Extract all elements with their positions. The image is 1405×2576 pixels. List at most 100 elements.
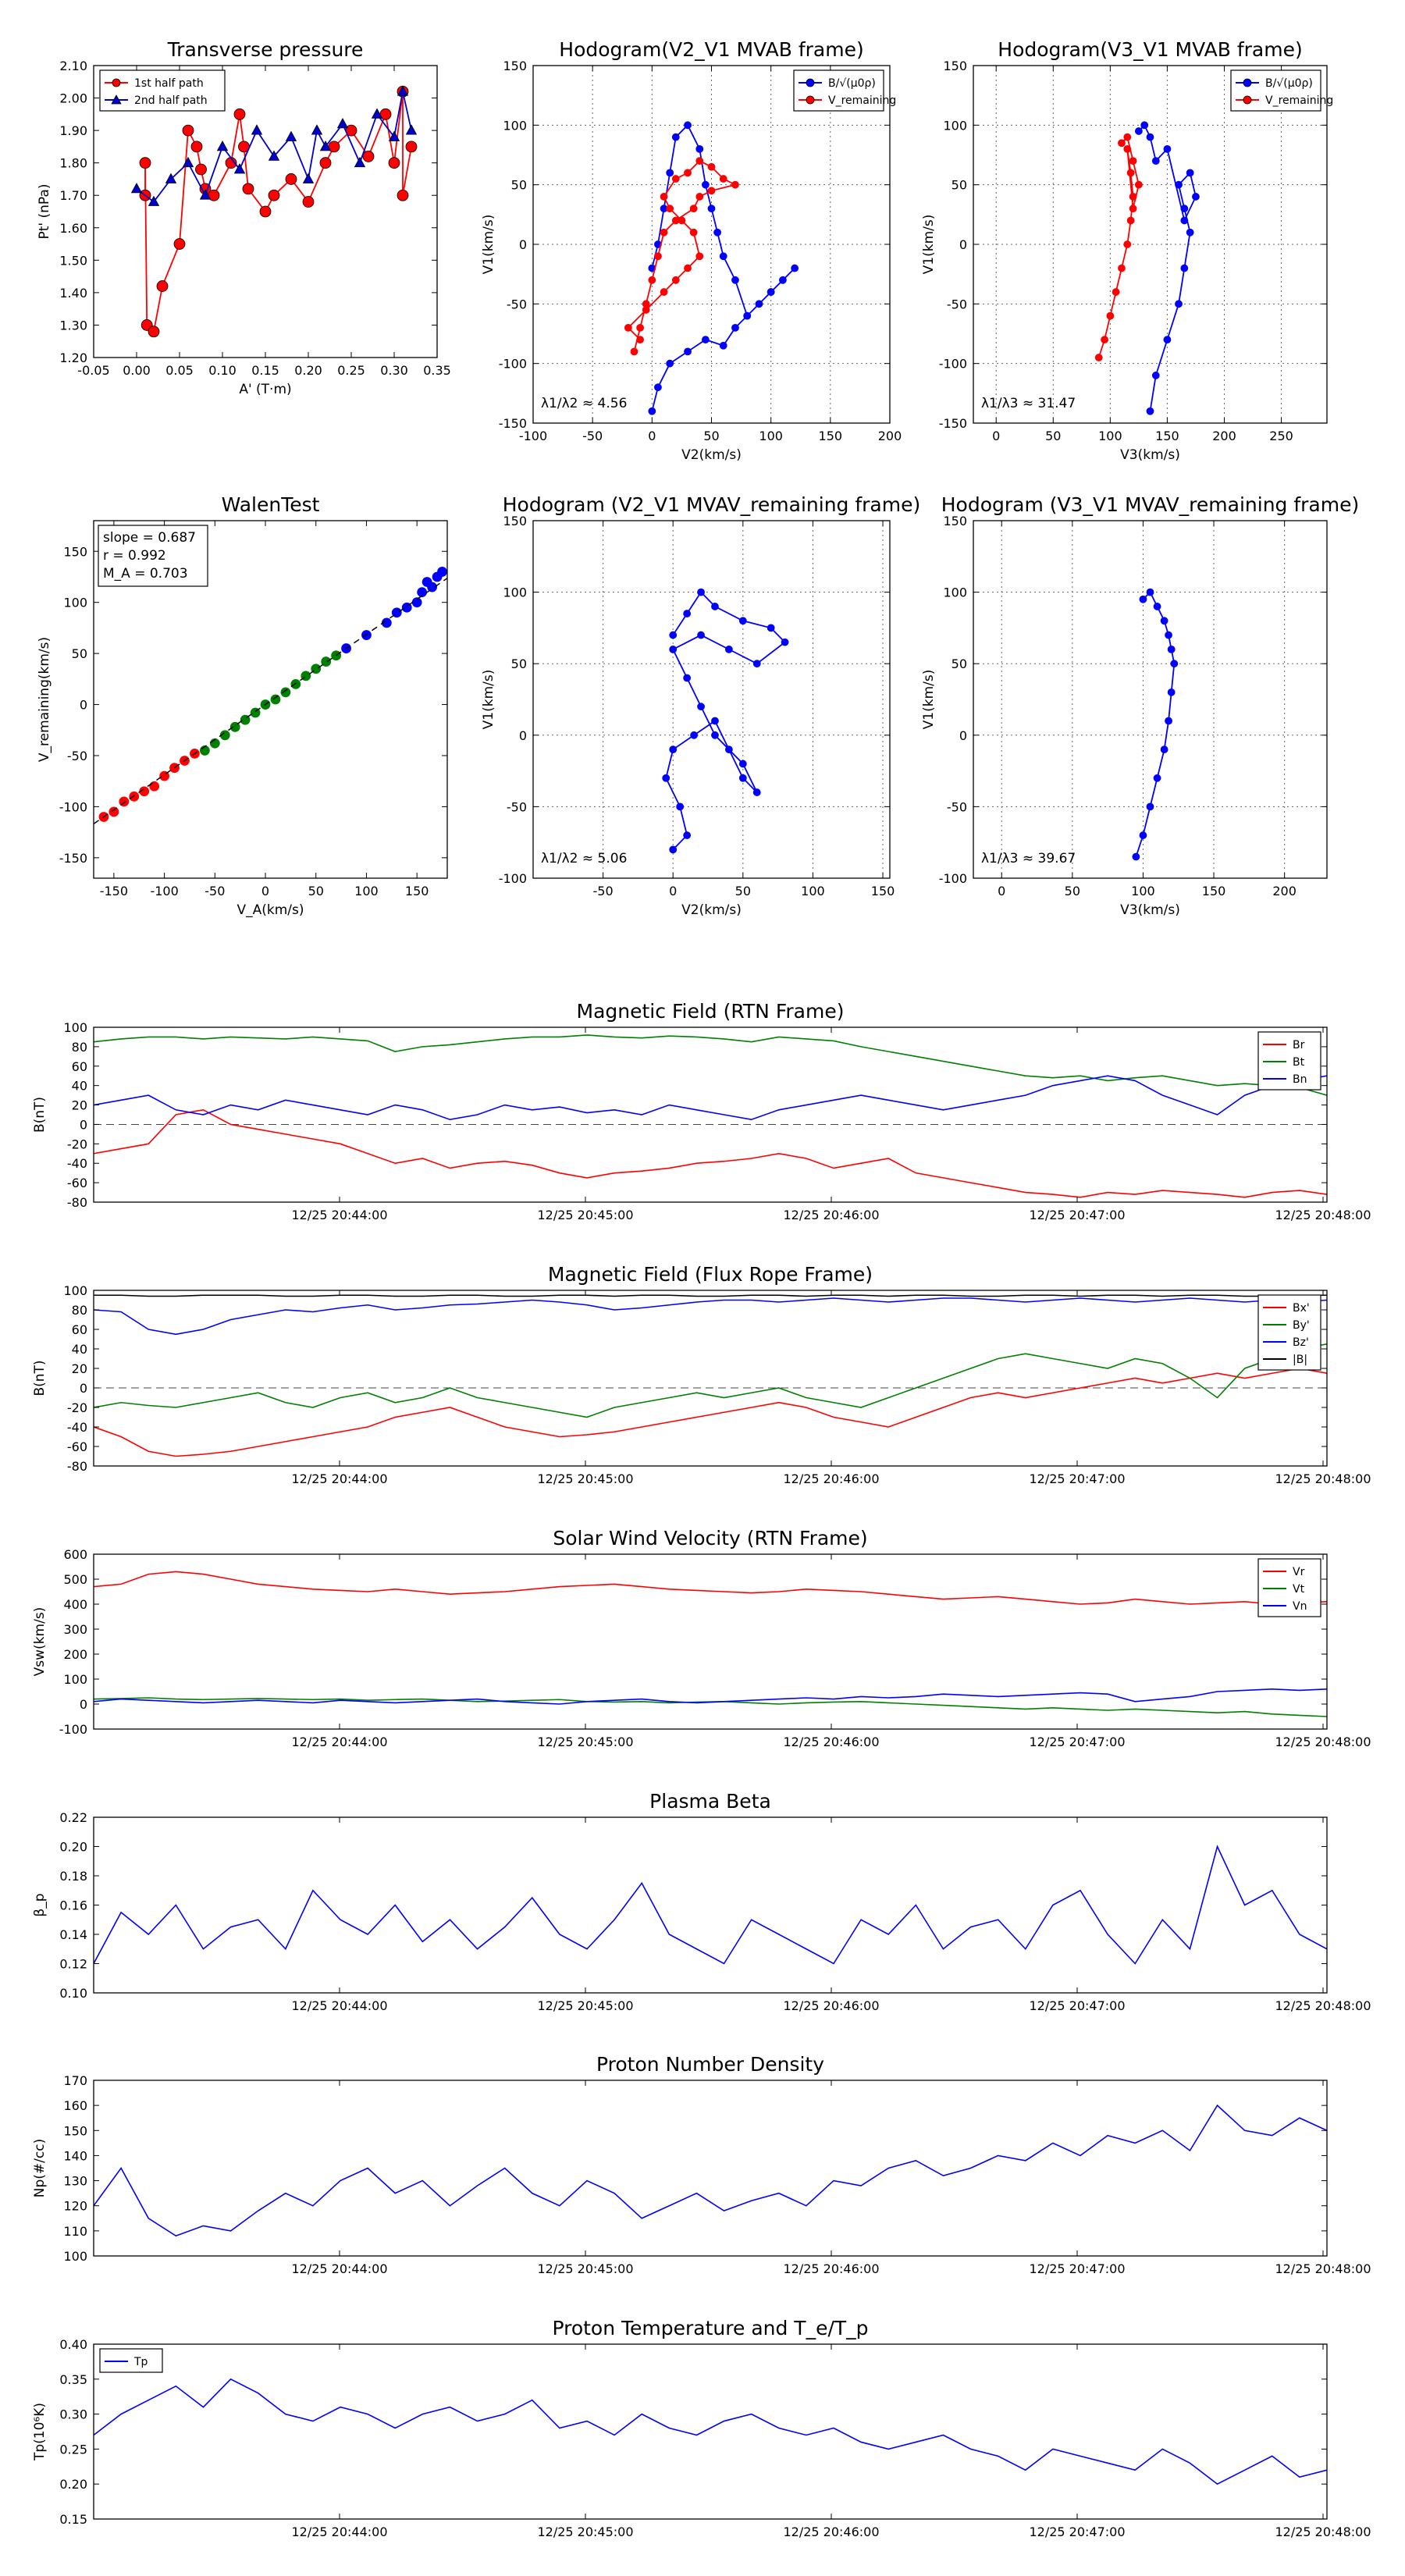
- y-tick-label: 50: [951, 656, 967, 671]
- data-point: [683, 831, 692, 839]
- x-tick-label: -150: [100, 884, 128, 898]
- data-point: [233, 108, 246, 120]
- x-tick-label: 50: [1065, 884, 1080, 898]
- ratio-annotation: λ1/λ2 ≈ 4.56: [541, 396, 627, 411]
- y-tick-label: 1.30: [59, 318, 87, 333]
- data-point: [302, 173, 315, 183]
- stats-line: slope = 0.687: [103, 530, 196, 546]
- legend-label: Bx': [1293, 1302, 1310, 1315]
- x-tick-label: 12/25 20:47:00: [1029, 1208, 1125, 1222]
- y-tick-label: 0: [519, 728, 527, 743]
- data-point: [752, 788, 761, 796]
- x-tick-label: 100: [354, 884, 379, 898]
- data-point: [388, 157, 400, 169]
- series-line-V_remaining: [627, 160, 738, 352]
- chart-ts4: Plasma Beta 12/25 20:44:00 12/25 20:45:00 1…: [32, 1790, 1371, 2013]
- chart-p2: Hodogram(V2_V1 MVAB frame) -100 -50 0 50 100 1…: [481, 38, 902, 463]
- y-tick-label: 0.40: [59, 2337, 87, 2352]
- chart-title: Magnetic Field (Flux Rope Frame): [548, 1263, 873, 1286]
- x-tick-label: 0.25: [337, 363, 365, 378]
- data-point: [1186, 228, 1194, 237]
- data-point: [719, 341, 727, 350]
- legend-label: Bz': [1293, 1336, 1309, 1349]
- data-point: [707, 205, 716, 213]
- data-point: [1165, 631, 1172, 639]
- y-tick-label: 80: [72, 1303, 87, 1318]
- y-tick-label: 0.12: [59, 1957, 87, 1972]
- y-tick-label: 50: [511, 178, 527, 193]
- y-tick-label: 150: [63, 2123, 87, 2138]
- data-point: [1180, 216, 1189, 225]
- legend-label: B/√(μ0ρ): [828, 77, 876, 90]
- data-point: [660, 228, 668, 237]
- y-tick-label: 40: [72, 1342, 87, 1357]
- data-point: [108, 806, 119, 817]
- y-tick-label: 600: [63, 1547, 87, 1562]
- series-line-Np: [94, 2104, 1327, 2237]
- x-tick-label: 12/25 20:46:00: [783, 1735, 879, 1749]
- series-line-V: [665, 591, 786, 850]
- y-tick-label: 500: [63, 1572, 87, 1587]
- y-tick-label: -80: [67, 1459, 87, 1474]
- y-tick-label: 100: [63, 1020, 87, 1035]
- data-point: [361, 630, 372, 640]
- plot-area: [1094, 121, 1200, 415]
- legend-marker: [1243, 78, 1252, 87]
- x-tick-label: 12/25 20:48:00: [1275, 1998, 1371, 2013]
- data-point: [1146, 588, 1154, 596]
- chart-title: Hodogram (V2_V1 MVAV_remaining frame): [503, 493, 921, 516]
- data-point: [731, 180, 739, 189]
- x-tick-label: 12/25 20:48:00: [1275, 1208, 1371, 1222]
- chart-title: Transverse pressure: [167, 38, 364, 61]
- data-point: [707, 187, 716, 195]
- y-tick-label: 100: [943, 118, 967, 133]
- data-point: [660, 193, 668, 201]
- data-point: [684, 264, 692, 272]
- y-tick-label: -50: [947, 297, 967, 311]
- chart-p3: Hodogram(V3_V1 MVAB frame) 0 50 100 150 200 25…: [921, 38, 1333, 463]
- x-axis-label: V_A(km/s): [237, 902, 304, 918]
- data-point: [683, 610, 692, 617]
- data-point: [671, 276, 680, 284]
- data-point: [1139, 595, 1147, 603]
- data-point: [648, 276, 656, 284]
- data-point: [684, 121, 692, 130]
- data-point: [405, 141, 418, 153]
- x-tick-label: 0: [998, 884, 1005, 898]
- y-axis-label: Vsw(km/s): [32, 1607, 48, 1677]
- data-point: [381, 617, 392, 628]
- data-point: [669, 645, 678, 653]
- x-tick-label: 12/25 20:47:00: [1029, 1998, 1125, 2013]
- chart-title: WalenTest: [222, 493, 320, 516]
- x-tick-label: 0: [992, 429, 1000, 443]
- data-point: [671, 175, 680, 183]
- data-point: [689, 228, 698, 237]
- y-tick-label: -100: [59, 1722, 87, 1737]
- legend: [793, 69, 884, 112]
- x-tick-label: 0: [648, 429, 656, 443]
- y-tick-label: 150: [503, 514, 527, 528]
- data-point: [711, 603, 719, 610]
- x-tick-label: 12/25 20:45:00: [537, 1208, 633, 1222]
- chart-p5: Hodogram (V2_V1 MVAV_remaining frame) -50…: [481, 493, 920, 918]
- y-tick-label: -40: [67, 1420, 87, 1435]
- y-tick-label: 80: [72, 1040, 87, 1055]
- x-tick-label: 12/25 20:46:00: [783, 1208, 879, 1222]
- y-tick-label: 2.10: [59, 59, 87, 73]
- data-point: [671, 133, 680, 141]
- y-tick-label: 100: [63, 2249, 87, 2264]
- y-tick-label: 0.14: [59, 1927, 87, 1942]
- x-tick-label: 12/25 20:44:00: [291, 1998, 387, 2013]
- data-point: [285, 130, 297, 141]
- y-axis-label: V1(km/s): [481, 670, 496, 730]
- chart-title: Magnetic Field (RTN Frame): [577, 1000, 845, 1023]
- y-tick-label: -50: [507, 297, 527, 311]
- legend-label: Vt: [1293, 1583, 1305, 1596]
- data-point: [169, 763, 180, 774]
- chart-title: Hodogram (V3_V1 MVAV_remaining frame): [941, 493, 1360, 516]
- series-line-1st half path: [144, 91, 412, 333]
- data-point: [182, 124, 194, 137]
- x-tick-label: 200: [1212, 429, 1236, 443]
- x-tick-label: 250: [1269, 429, 1293, 443]
- data-point: [139, 157, 151, 169]
